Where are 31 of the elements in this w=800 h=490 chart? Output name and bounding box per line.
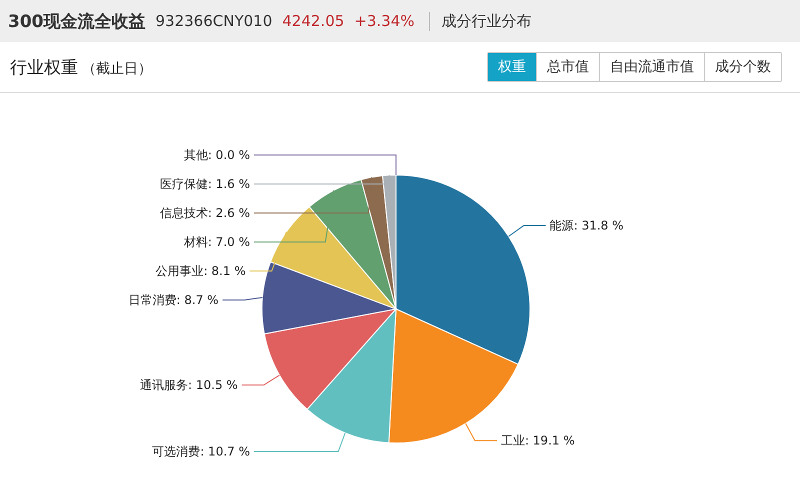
category-label: 其他 [184,148,208,162]
slice-label: 通讯服务 [140,378,188,392]
tab-button: 成分个数 [704,53,781,81]
data-label: : 10.7 % [200,444,250,458]
data-label: : 19.1 % [524,434,575,448]
data-label: : 2.6 % [208,206,250,220]
text: 932366CNY010 [156,12,272,30]
slice-label: 医疗保健 [160,177,208,191]
text: （截止日） [82,60,152,76]
slice-label: 工业 [500,434,525,448]
slice-label: 信息技术 [160,206,208,220]
slice-label: 公用事业 [156,264,204,278]
tab-button: 总市值 [536,53,599,81]
text: 4242.05 [282,12,344,30]
data-label: : 7.0 % [208,235,250,249]
tab-button: 自由流通市值 [599,53,704,81]
slice-label: 可选消费 [152,444,200,458]
text: +3.34% [354,12,415,30]
text: 成分行业分布 [428,12,532,30]
slice-label: 材料 [182,235,208,249]
chart-title: 300现金流全收益 [8,10,146,32]
data-label: : 31.8 % [574,218,624,233]
tab-button: 权重 [488,53,536,81]
text: : 0.0 % [208,148,250,162]
data-label: : 10.5 % [188,378,238,392]
slice-label: 能源 [550,218,574,233]
slice-label: 日常消费 [128,293,176,307]
data-label: : 8.1 % [204,264,246,278]
data-label: : 8.7 % [176,293,219,307]
data-label: : 1.6 % [208,177,250,191]
chart-subtitle: 行业权重 [10,58,78,78]
